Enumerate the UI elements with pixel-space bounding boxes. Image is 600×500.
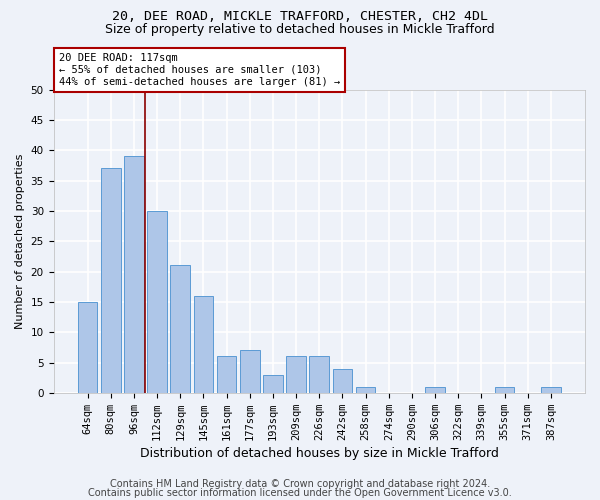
Bar: [286, 356, 306, 393]
Bar: [217, 356, 236, 393]
Bar: [263, 374, 283, 393]
Bar: [77, 302, 97, 393]
Bar: [147, 211, 167, 393]
Bar: [332, 368, 352, 393]
Bar: [425, 387, 445, 393]
Bar: [356, 387, 376, 393]
Bar: [541, 387, 561, 393]
Bar: [240, 350, 260, 393]
Text: Size of property relative to detached houses in Mickle Trafford: Size of property relative to detached ho…: [105, 22, 495, 36]
Bar: [194, 296, 213, 393]
X-axis label: Distribution of detached houses by size in Mickle Trafford: Distribution of detached houses by size …: [140, 447, 499, 460]
Bar: [310, 356, 329, 393]
Y-axis label: Number of detached properties: Number of detached properties: [15, 154, 25, 329]
Bar: [101, 168, 121, 393]
Text: Contains public sector information licensed under the Open Government Licence v3: Contains public sector information licen…: [88, 488, 512, 498]
Bar: [170, 266, 190, 393]
Bar: [124, 156, 144, 393]
Text: 20, DEE ROAD, MICKLE TRAFFORD, CHESTER, CH2 4DL: 20, DEE ROAD, MICKLE TRAFFORD, CHESTER, …: [112, 10, 488, 23]
Bar: [495, 387, 514, 393]
Text: Contains HM Land Registry data © Crown copyright and database right 2024.: Contains HM Land Registry data © Crown c…: [110, 479, 490, 489]
Text: 20 DEE ROAD: 117sqm
← 55% of detached houses are smaller (103)
44% of semi-detac: 20 DEE ROAD: 117sqm ← 55% of detached ho…: [59, 54, 340, 86]
